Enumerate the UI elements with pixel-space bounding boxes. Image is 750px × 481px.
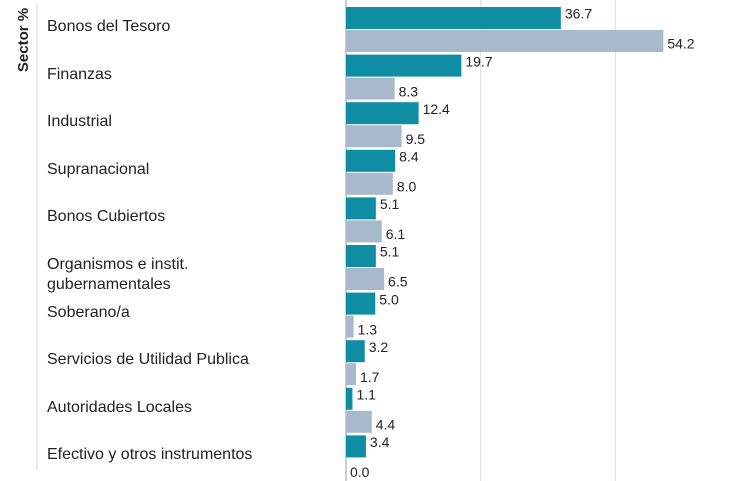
category-label: Bonos del Tesoro: [47, 18, 171, 35]
value-label: 8.3: [399, 83, 419, 99]
category-label: Soberano/a: [47, 303, 130, 321]
bar: [346, 363, 356, 386]
bar: [346, 387, 353, 410]
axis-label: Sector %: [15, 8, 32, 72]
category-label: Autoridades Locales: [47, 398, 192, 416]
bar: [346, 292, 376, 315]
category-label: Industrial: [47, 113, 112, 131]
value-label: 5.1: [380, 196, 400, 212]
value-label: 9.5: [406, 131, 426, 147]
category-label: Finanzas: [47, 65, 112, 83]
value-label: 6.5: [388, 274, 408, 290]
bar: [346, 54, 462, 77]
bar: [346, 77, 395, 100]
category-label: Efectivo y otros instrumentos: [47, 446, 253, 464]
value-label: 12.4: [423, 101, 450, 117]
category-label: Bonos Cubiertos: [47, 208, 166, 226]
bar: [346, 340, 365, 363]
bar: [346, 197, 376, 220]
bar: [346, 30, 664, 52]
bar: [346, 172, 393, 195]
bar: [346, 268, 385, 290]
bar: [346, 149, 396, 172]
value-label: 8.0: [397, 179, 417, 195]
value-label: 3.4: [370, 434, 390, 450]
category-label: Servicios de Utilidad Publica: [47, 351, 249, 369]
value-label: 1.3: [358, 321, 378, 337]
value-label: 5.1: [380, 244, 400, 260]
value-label: 4.4: [376, 417, 396, 433]
value-label: 1.1: [356, 387, 376, 403]
category-label: Supranacional: [47, 160, 150, 178]
value-label: 5.0: [379, 291, 399, 307]
value-label: 3.2: [369, 339, 389, 355]
value-label: 0.0: [350, 464, 370, 480]
bar: [346, 220, 382, 243]
bar: [346, 125, 402, 148]
bar: [346, 410, 372, 433]
value-label: 8.4: [399, 149, 419, 165]
value-label: 6.1: [386, 226, 406, 242]
bar: [346, 245, 376, 267]
value-label: 19.7: [465, 53, 492, 69]
value-label: 54.2: [667, 36, 694, 52]
category-label: Organismos e instit. gubernamentales: [47, 256, 189, 293]
bar: [346, 435, 366, 458]
bar: [346, 315, 354, 338]
bar: [346, 102, 419, 125]
value-label: 1.7: [360, 369, 380, 385]
value-label: 36.7: [565, 6, 592, 22]
bar: [346, 7, 561, 29]
